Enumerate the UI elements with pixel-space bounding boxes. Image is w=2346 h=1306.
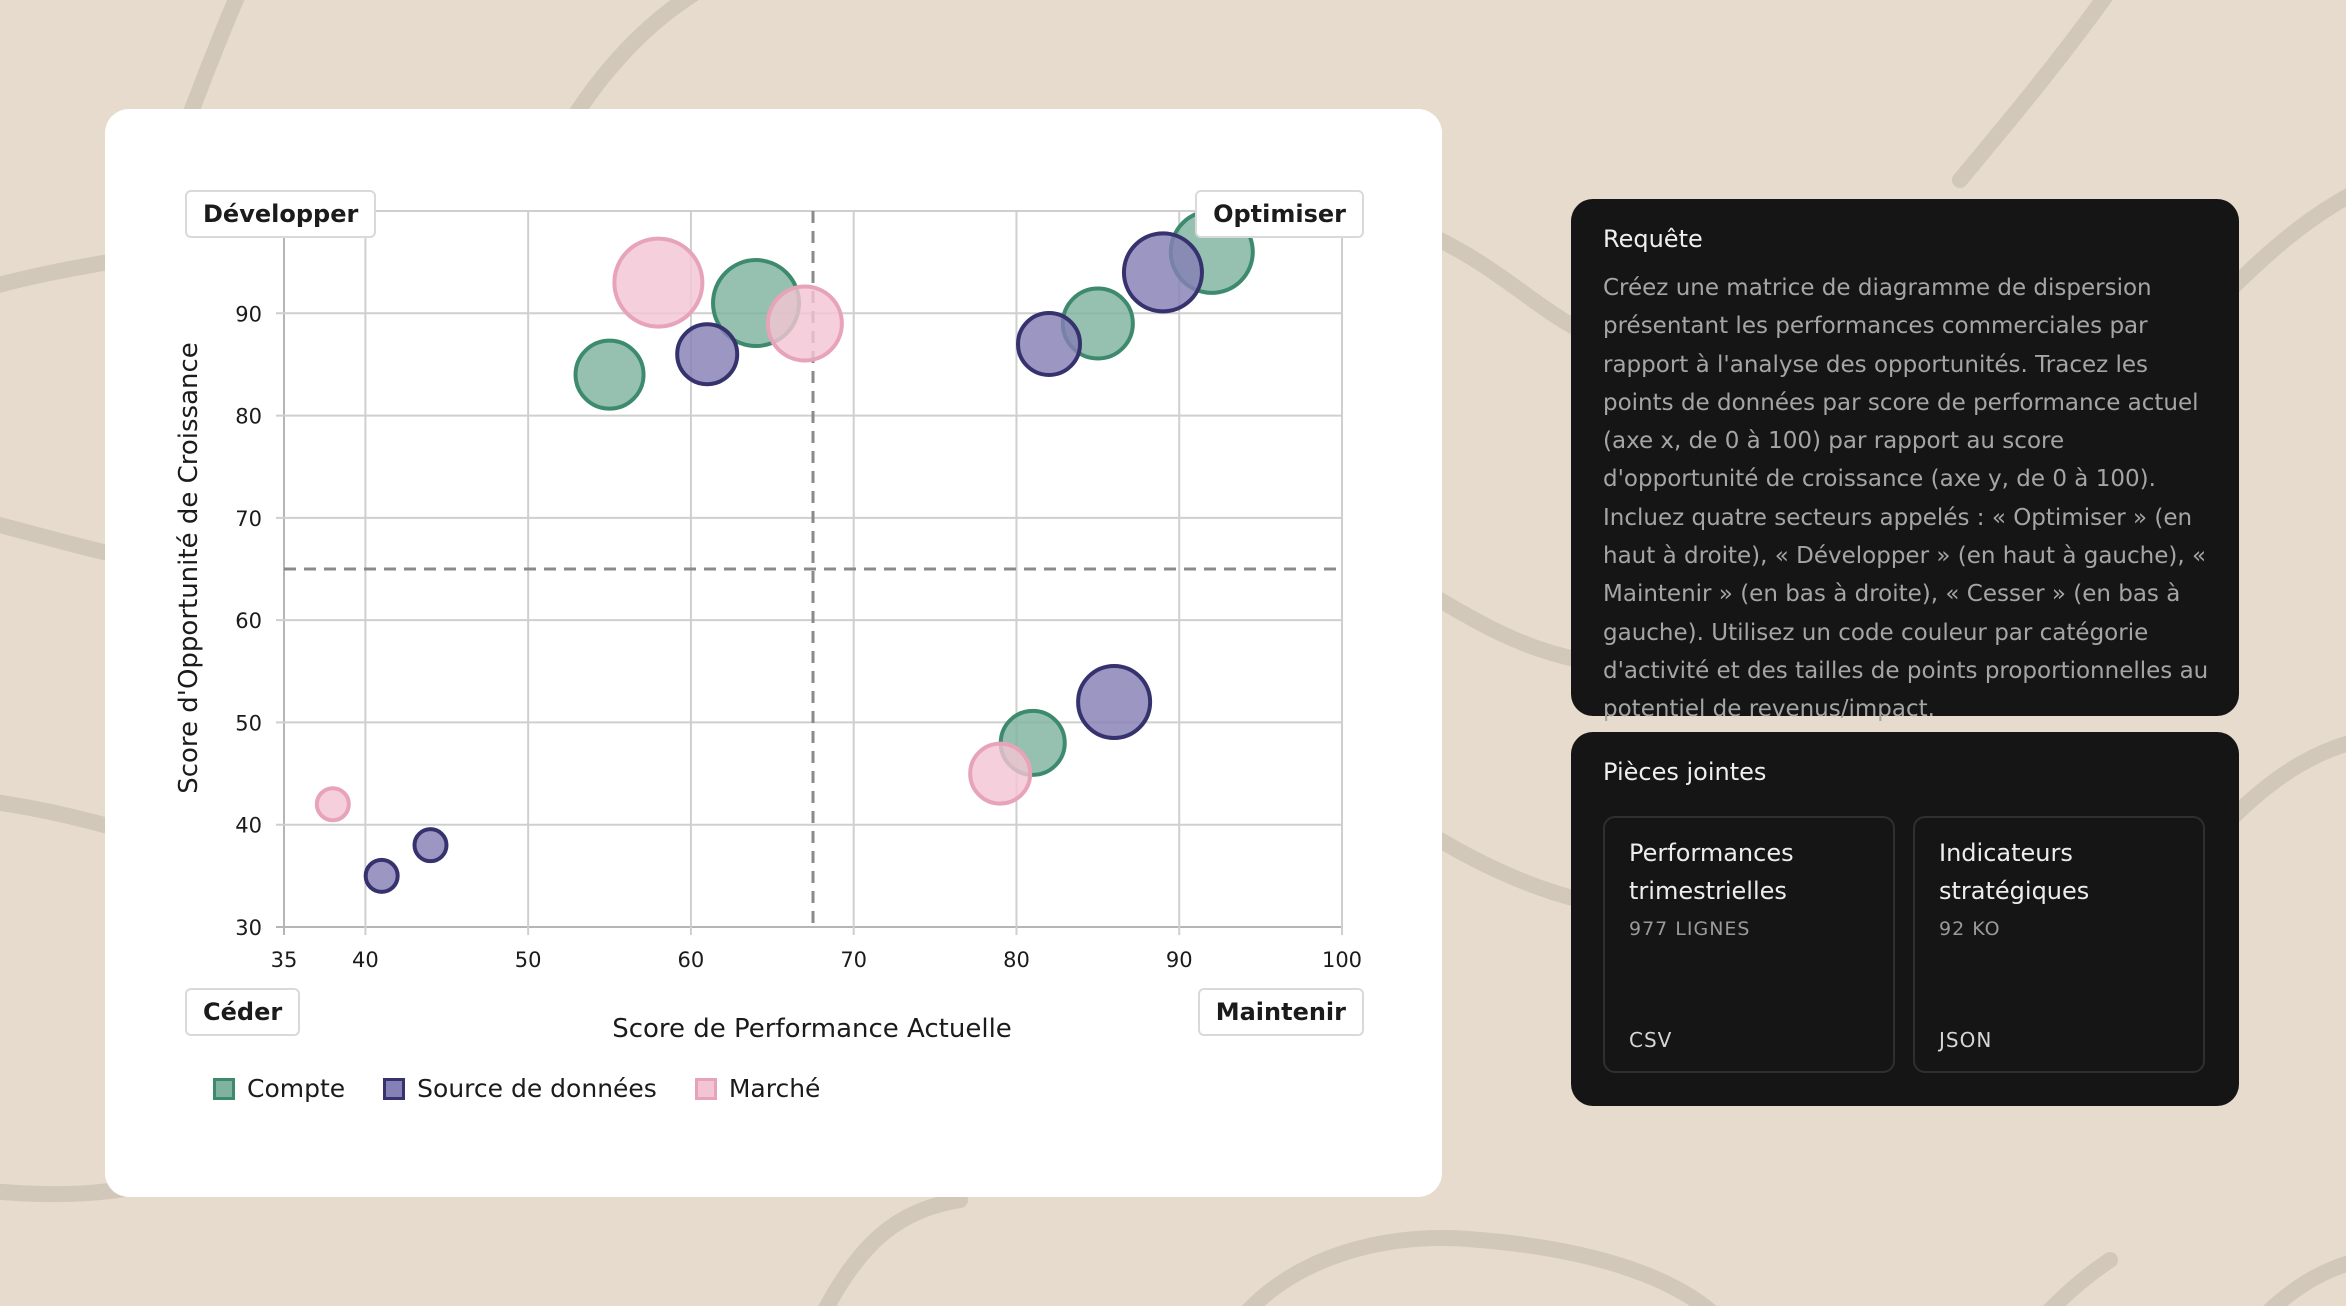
attachments-panel: Pièces jointes Performances trimestriell… xyxy=(1571,732,2239,1106)
data-point-series-2 xyxy=(612,236,705,329)
x-tick-label: 60 xyxy=(678,948,705,972)
attachment-type: CSV xyxy=(1629,1028,1673,1052)
y-axis-label: Score d'Opportunité de Croissance xyxy=(174,342,204,794)
x-tick-label: 40 xyxy=(352,948,379,972)
y-tick-label: 90 xyxy=(235,302,262,326)
attachment-meta: 92 KO xyxy=(1939,918,2001,940)
y-tick-label: 80 xyxy=(235,405,262,429)
x-tick-label: 35 xyxy=(271,948,298,972)
data-point-series-1 xyxy=(1121,231,1204,314)
axis-ticks: 35 40 50 60 70 80 90 100 30 40 50 60 70 80 90 xyxy=(235,302,1362,972)
legend-item-compte[interactable]: Compte xyxy=(213,1074,345,1103)
threshold-lines xyxy=(284,211,1342,927)
request-panel: Requête Créez une matrice de diagramme d… xyxy=(1571,199,2239,722)
y-tick-label: 70 xyxy=(235,507,262,531)
data-point-series-1 xyxy=(412,827,449,864)
attachment-card-json[interactable]: Indicateurs stratégiques 92 KO JSON xyxy=(1913,816,2205,1073)
legend-swatch-source xyxy=(383,1077,406,1100)
legend-swatch-marche xyxy=(694,1077,717,1100)
data-point-series-1 xyxy=(1016,310,1083,377)
legend-label-source: Source de données xyxy=(417,1074,657,1103)
data-point-series-2 xyxy=(968,741,1033,806)
x-tick-label: 90 xyxy=(1166,948,1193,972)
request-text: Créez une matrice de diagramme de disper… xyxy=(1603,275,2209,723)
quadrant-label-bottom-left: Céder xyxy=(185,988,301,1036)
y-tick-label: 60 xyxy=(235,609,262,633)
x-axis-label: Score de Performance Actuelle xyxy=(612,1014,1012,1044)
y-tick-label: 50 xyxy=(235,711,262,735)
attachments-title: Pièces jointes xyxy=(1603,758,1767,786)
request-title: Requête xyxy=(1603,225,1703,253)
data-points xyxy=(314,208,1255,894)
x-tick-label: 100 xyxy=(1322,948,1362,972)
scatter-chart: 35 40 50 60 70 80 90 100 30 40 50 60 70 80 90 Score de… xyxy=(174,208,1362,1044)
quadrant-label-top-left: Développer xyxy=(185,190,377,238)
legend-swatch-compte xyxy=(213,1077,235,1100)
legend-item-marche[interactable]: Marché xyxy=(694,1074,821,1103)
legend-label-compte: Compte xyxy=(247,1074,346,1103)
data-point-series-1 xyxy=(675,322,740,387)
legend-label-marche: Marché xyxy=(728,1074,821,1103)
attachment-name: Indicateurs stratégiques xyxy=(1939,839,2090,905)
data-point-series-2 xyxy=(314,786,351,823)
legend-item-source[interactable]: Source de données xyxy=(383,1074,657,1103)
data-point-series-1 xyxy=(1076,663,1153,740)
quadrant-label-top-right: Optimiser xyxy=(1195,190,1364,238)
data-point-series-0 xyxy=(573,338,646,411)
y-tick-label: 30 xyxy=(235,916,262,940)
quadrant-label-bottom-right: Maintenir xyxy=(1197,988,1364,1036)
attachment-type: JSON xyxy=(1939,1028,1993,1052)
attachment-name: Performances trimestrielles xyxy=(1629,839,1794,905)
chart-card: 35 40 50 60 70 80 90 100 30 40 50 60 70 80 90 Score de… xyxy=(105,109,1442,1197)
chart-legend: Compte Source de données Marché xyxy=(213,1074,820,1103)
attachment-meta: 977 LIGNES xyxy=(1629,918,1751,940)
data-point-series-2 xyxy=(765,284,844,363)
x-tick-label: 50 xyxy=(515,948,542,972)
grid xyxy=(276,210,1343,935)
data-point-series-1 xyxy=(363,857,400,894)
x-tick-label: 80 xyxy=(1003,948,1030,972)
y-tick-label: 40 xyxy=(235,814,262,838)
attachment-card-csv[interactable]: Performances trimestrielles 977 LIGNES C… xyxy=(1603,816,1895,1073)
x-tick-label: 70 xyxy=(840,948,867,972)
